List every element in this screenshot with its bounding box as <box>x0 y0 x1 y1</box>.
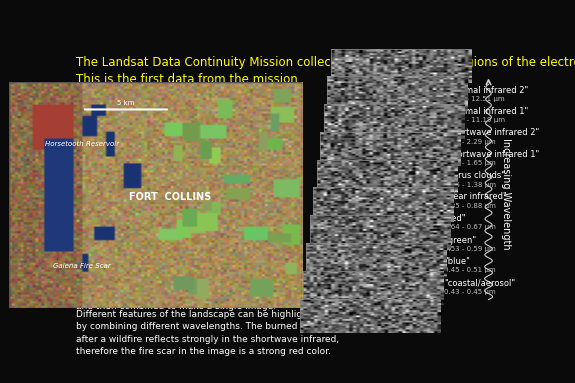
Text: Increasing Wavelength: Increasing Wavelength <box>501 137 511 249</box>
Text: 0.85 - 0.88 μm: 0.85 - 0.88 μm <box>444 203 496 209</box>
Text: "shortwave infrared 2": "shortwave infrared 2" <box>444 128 539 137</box>
Bar <box>310 215 451 250</box>
Bar <box>327 76 468 111</box>
Bar <box>331 49 472 83</box>
Text: 10.60 - 11.19 μm: 10.60 - 11.19 μm <box>444 117 505 123</box>
Text: 0.53 - 0.59 μm: 0.53 - 0.59 μm <box>444 246 496 252</box>
Text: Horsetooth Reservoir: Horsetooth Reservoir <box>45 141 119 147</box>
Text: "coastal/aerosol": "coastal/aerosol" <box>444 278 515 287</box>
Bar <box>306 243 447 278</box>
Bar <box>313 187 454 222</box>
Bar <box>9 82 302 308</box>
Bar <box>300 299 440 333</box>
Text: 0.64 - 0.67 μm: 0.64 - 0.67 μm <box>444 224 496 230</box>
Text: "blue": "blue" <box>444 257 470 266</box>
Text: The Landsat Data Continuity Mission collects data from several regions of the el: The Landsat Data Continuity Mission coll… <box>76 56 575 86</box>
Text: Different features of the landscape can be highlighted
by combining different wa: Different features of the landscape can … <box>76 310 339 357</box>
Text: "shortwave infrared 1": "shortwave infrared 1" <box>444 150 539 159</box>
Text: "near infrared": "near infrared" <box>444 192 507 201</box>
Text: 11.50 - 12.51 μm: 11.50 - 12.51 μm <box>444 96 505 102</box>
Bar <box>303 271 444 305</box>
Bar <box>317 160 458 194</box>
Text: 1.36 - 1.38 μm: 1.36 - 1.38 μm <box>444 182 496 188</box>
Text: 5 km: 5 km <box>117 100 135 106</box>
Text: 1.57 - 1.65 μm: 1.57 - 1.65 μm <box>444 160 496 166</box>
Text: Galena Fire Scar: Galena Fire Scar <box>53 263 111 268</box>
Text: "green": "green" <box>444 236 476 244</box>
Text: "thermal infrared 2": "thermal infrared 2" <box>444 86 528 95</box>
Text: "thermal infrared 1": "thermal infrared 1" <box>444 107 528 116</box>
Text: FORT  COLLINS: FORT COLLINS <box>129 192 211 202</box>
Text: 0.43 - 0.45 μm: 0.43 - 0.45 μm <box>444 289 496 295</box>
Bar <box>320 132 461 166</box>
Text: "red": "red" <box>444 214 466 223</box>
Text: Three wavelengths are colored red, green, and blue,
and then combined to make a : Three wavelengths are colored red, green… <box>76 289 314 311</box>
Text: 2.11 - 2.29 μm: 2.11 - 2.29 μm <box>444 139 496 145</box>
Text: 0.45 - 0.51 μm: 0.45 - 0.51 μm <box>444 267 496 273</box>
Bar <box>324 104 465 139</box>
Text: "cirrus clouds": "cirrus clouds" <box>444 171 505 180</box>
